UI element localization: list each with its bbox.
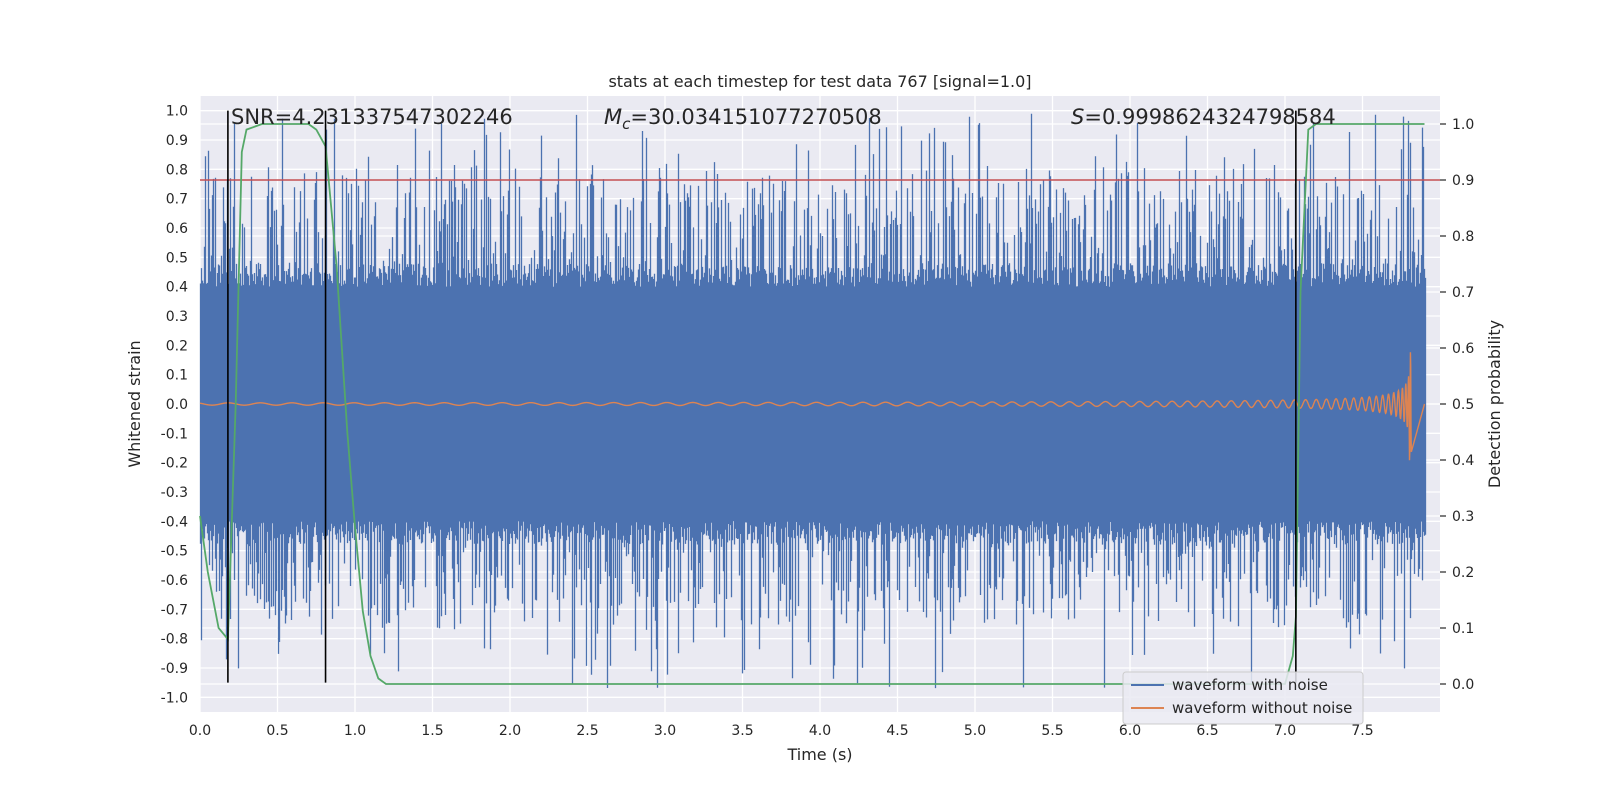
y2-tick-label: 0.1 xyxy=(1452,621,1474,637)
x-tick-label: 6.0 xyxy=(1119,723,1141,739)
y2-tick-label: 0.7 xyxy=(1452,285,1474,301)
x-tick-label: 4.5 xyxy=(886,723,908,739)
y-tick-label: -0.3 xyxy=(161,485,188,501)
y-tick-label: -0.4 xyxy=(161,514,188,530)
x-axis-label: Time (s) xyxy=(786,745,852,764)
y-tick-label: 0.6 xyxy=(166,221,188,237)
x-tick-label: 0.0 xyxy=(189,723,211,739)
overlay-lines xyxy=(199,110,1440,685)
y2-tick-label: 0.2 xyxy=(1452,565,1474,581)
y-tick-label: 0.5 xyxy=(166,250,188,266)
y2-tick-label: 0.3 xyxy=(1452,509,1474,525)
x-tick-label: 4.0 xyxy=(809,723,831,739)
y-axis-label: Whitened strain xyxy=(125,340,144,467)
x-tick-label: 7.5 xyxy=(1351,723,1373,739)
x-tick-label: 3.0 xyxy=(654,723,676,739)
x-tick-label: 7.0 xyxy=(1274,723,1296,739)
y2-tick-label: 0.9 xyxy=(1452,173,1474,189)
mc-subscript: c xyxy=(622,115,631,133)
mc-value: =30.034151077270508 xyxy=(630,105,881,129)
legend: waveform with noise waveform without noi… xyxy=(1122,671,1364,725)
s-annotation: S=0.9998624324798584 xyxy=(1071,105,1336,129)
x-tick-label: 5.0 xyxy=(964,723,986,739)
y2-tick-label: 0.8 xyxy=(1452,229,1474,245)
y-tick-label: -0.7 xyxy=(161,602,188,618)
y2-tick-label: 0.6 xyxy=(1452,341,1474,357)
y2-tick-label: 0.0 xyxy=(1452,677,1474,693)
y-tick-label: 0.0 xyxy=(166,397,188,413)
y-tick-label: -0.1 xyxy=(161,426,188,442)
y-tick-label: -0.5 xyxy=(161,544,188,560)
x-tick-label: 2.0 xyxy=(499,723,521,739)
legend-box xyxy=(1122,671,1364,725)
axis-ticks: 0.0 0.5 1.0 1.5 2.0 2.5 3.0 3.5 4.0 4.5 5.0 5.5 6.0 6… xyxy=(161,104,1475,739)
mc-annotation: Mc=30.034151077270508 xyxy=(604,105,882,133)
s-symbol: S xyxy=(1071,105,1084,129)
mc-symbol: M xyxy=(604,105,622,129)
y-tick-label: 0.8 xyxy=(166,162,188,178)
y-tick-label: -0.6 xyxy=(161,573,188,589)
chart-title: stats at each timestep for test data 767… xyxy=(608,72,1031,91)
y-tick-label: 1.0 xyxy=(166,104,188,120)
y-tick-label: -0.9 xyxy=(161,661,188,677)
y-tick-label: -1.0 xyxy=(161,690,188,706)
x-tick-label: 6.5 xyxy=(1196,723,1218,739)
y-tick-label: 0.2 xyxy=(166,338,188,354)
y-tick-label: 0.4 xyxy=(166,280,188,296)
y2-tick-label: 1.0 xyxy=(1452,117,1474,133)
legend-label-noise: waveform with noise xyxy=(1172,676,1328,694)
y2-axis-label: Detection probability xyxy=(1485,320,1504,488)
y-tick-label: 0.7 xyxy=(166,192,188,208)
s-value: =0.9998624324798584 xyxy=(1084,105,1335,129)
x-tick-label: 1.0 xyxy=(344,723,366,739)
detection-probability-line xyxy=(199,123,1425,685)
x-tick-label: 5.5 xyxy=(1041,723,1063,739)
x-tick-label: 0.5 xyxy=(266,723,288,739)
x-tick-label: 3.5 xyxy=(731,723,753,739)
y-tick-label: 0.9 xyxy=(166,133,188,149)
y-tick-label: -0.2 xyxy=(161,456,188,472)
snr-annotation: SNR=4.231337547302246 xyxy=(231,105,513,129)
y-tick-label: 0.1 xyxy=(166,368,188,384)
y-tick-label: 0.3 xyxy=(166,309,188,325)
clean-waveform-line xyxy=(199,352,1426,461)
y2-tick-label: 0.4 xyxy=(1452,453,1474,469)
y2-tick-label: 0.5 xyxy=(1452,397,1474,413)
x-tick-label: 2.5 xyxy=(576,723,598,739)
x-tick-label: 1.5 xyxy=(421,723,443,739)
y-tick-label: -0.8 xyxy=(161,632,188,648)
legend-label-clean: waveform without noise xyxy=(1172,699,1352,717)
